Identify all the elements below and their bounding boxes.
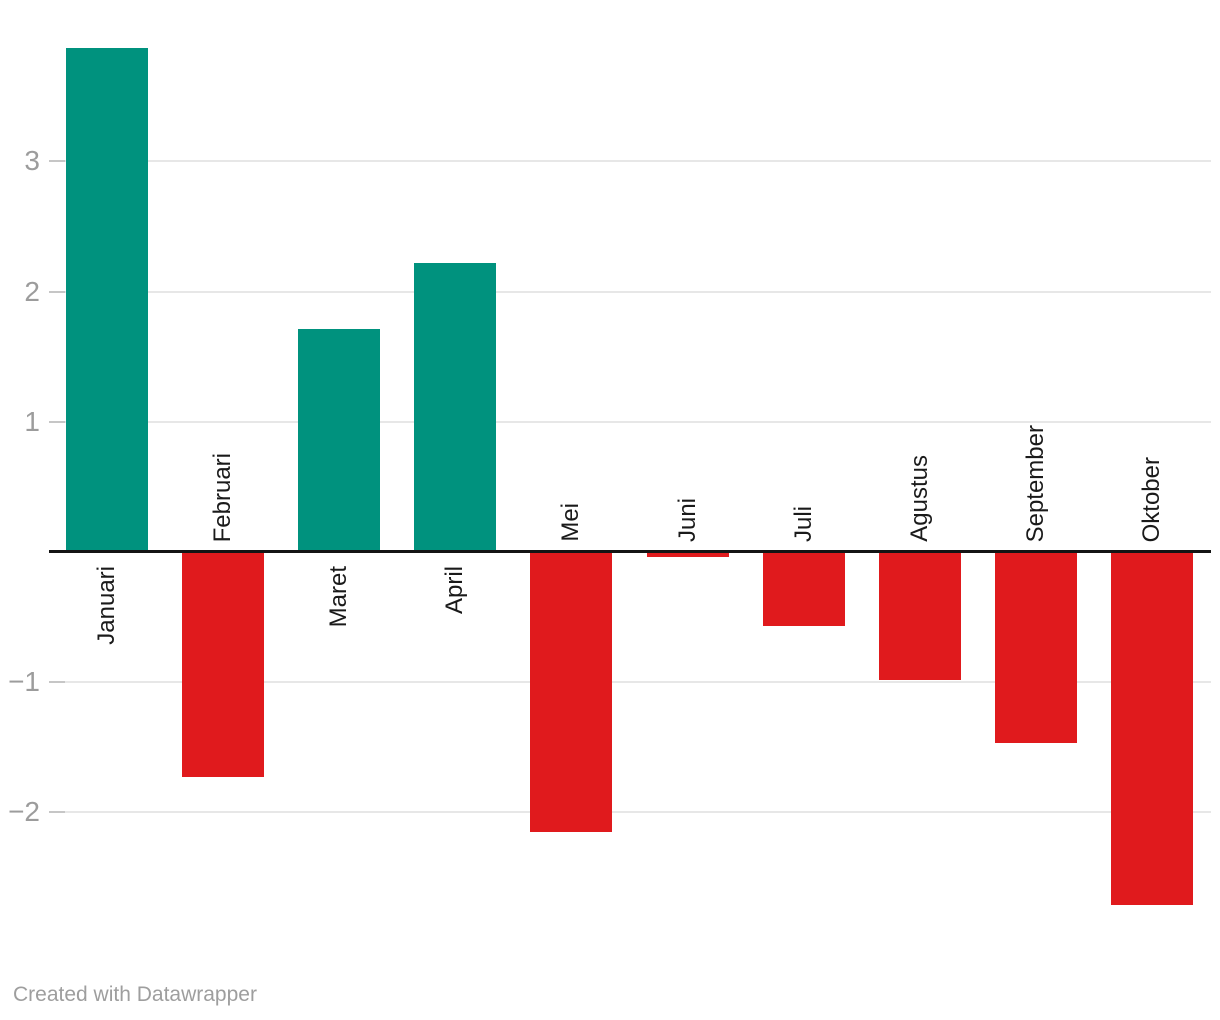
y-axis-tick-label: 2: [24, 276, 40, 307]
gridline: [49, 811, 1211, 813]
y-axis-tick-label: −2: [8, 796, 40, 827]
category-label-maret: Maret: [325, 566, 352, 628]
bar-mei: [530, 552, 612, 832]
bar-juni: [647, 552, 729, 557]
bar-juli: [763, 552, 845, 626]
bar-agustus: [879, 552, 961, 680]
category-label-april: April: [441, 566, 468, 615]
gridline: [49, 160, 1211, 162]
y-axis-tick-label: 3: [24, 145, 40, 176]
category-label-mei: Mei: [557, 503, 584, 542]
category-label-juni: Juni: [674, 497, 701, 542]
bar-februari: [182, 552, 264, 777]
gridline: [49, 291, 1211, 293]
axis-tick-mark: [49, 421, 65, 423]
category-label-januari: Januari: [93, 566, 120, 645]
category-label-oktober: Oktober: [1138, 456, 1165, 542]
y-axis-tick-label: 1: [24, 406, 40, 437]
datawrapper-credit: Created with Datawrapper: [13, 983, 257, 1006]
axis-tick-mark: [49, 160, 65, 162]
zero-axis-line: [49, 550, 1211, 553]
category-label-februari: Februari: [209, 452, 236, 542]
category-label-juli: Juli: [790, 505, 817, 542]
axis-tick-mark: [49, 681, 65, 683]
category-label-september: September: [1022, 424, 1049, 542]
gridline: [49, 421, 1211, 423]
bar-oktober: [1111, 552, 1193, 905]
bar-april: [414, 263, 496, 552]
bar-september: [995, 552, 1077, 743]
gridline: [49, 681, 1211, 683]
y-axis-tick-label: −1: [8, 666, 40, 697]
axis-tick-mark: [49, 291, 65, 293]
bar-maret: [298, 329, 380, 552]
bar-januari: [66, 48, 148, 552]
category-label-agustus: Agustus: [906, 455, 933, 542]
axis-tick-mark: [49, 811, 65, 813]
